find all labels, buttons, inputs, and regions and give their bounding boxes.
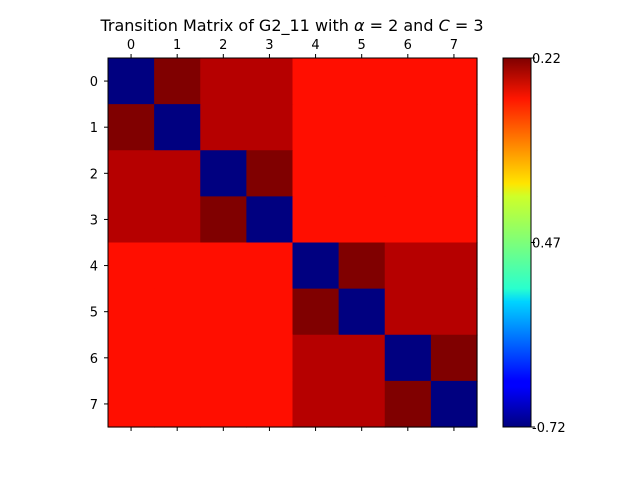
heatmap-cell: [338, 196, 386, 244]
heatmap-cell: [200, 242, 247, 290]
heatmap-cell: [338, 380, 386, 428]
heatmap-cell: [338, 242, 386, 290]
heatmap-cell: [246, 288, 294, 336]
heatmap-cell: [108, 196, 155, 244]
colorbar: [502, 57, 532, 428]
heatmap-cell: [246, 242, 294, 290]
heatmap-cell: [246, 196, 294, 244]
heatmap-cell: [384, 150, 432, 197]
heatmap-cell: [154, 380, 201, 428]
heatmap-cell: [246, 104, 294, 151]
x-tick-label: 0: [127, 38, 135, 53]
heatmap-cell: [384, 104, 432, 151]
colorbar-tick-label: 0.22: [532, 52, 561, 67]
heatmap-cell: [292, 288, 340, 336]
heatmap-cell: [430, 242, 478, 290]
heatmap-cell: [292, 150, 340, 197]
heatmap-cell: [384, 334, 432, 382]
heatmap-cell: [384, 242, 432, 290]
heatmap-cell: [154, 242, 201, 290]
heatmap-cell: [108, 58, 155, 105]
title-alpha-eq: = 2: [365, 16, 399, 35]
x-tick-label: 4: [311, 38, 319, 53]
heatmap-cell: [292, 242, 340, 290]
x-tick-label: 1: [173, 38, 181, 53]
heatmap-cell: [154, 334, 201, 382]
heatmap-cell: [200, 104, 247, 151]
heatmap-cell: [246, 380, 294, 428]
colorbar-tick-label: 0.47: [532, 237, 561, 252]
heatmap-cells: [108, 58, 478, 428]
y-tick-label: 7: [90, 398, 98, 413]
colorbar-ticks: 0.22 0.47 -0.72: [531, 52, 566, 436]
heatmap-cell: [384, 196, 432, 244]
heatmap-cell: [200, 288, 247, 336]
heatmap-cell: [246, 150, 294, 197]
y-tick-label: 5: [90, 306, 98, 321]
heatmap-cell: [384, 288, 432, 336]
x-tick-label: 5: [358, 38, 366, 53]
colorbar-tick-label: -0.72: [532, 421, 566, 436]
title-prefix: Transition Matrix of G2_11 with: [99, 16, 353, 36]
heatmap-cell: [108, 380, 155, 428]
heatmap-cell: [154, 150, 201, 197]
heatmap-cell: [384, 58, 432, 105]
heatmap-cell: [292, 380, 340, 428]
heatmap-cell: [338, 334, 386, 382]
heatmap-cell: [430, 150, 478, 197]
heatmap-cell: [246, 334, 294, 382]
x-axis-ticks: 0 1 2 3 4 5 6 7: [127, 38, 458, 431]
heatmap-cell: [292, 58, 340, 105]
y-axis-ticks: 0 1 2 3 4 5 6 7: [90, 75, 108, 413]
title-c-eq: = 3: [450, 16, 484, 35]
y-tick-label: 3: [90, 213, 98, 228]
y-tick-label: 1: [90, 121, 98, 136]
heatmap-cell: [200, 334, 247, 382]
heatmap-cell: [108, 288, 155, 336]
heatmap-cell: [200, 196, 247, 244]
heatmap-cell: [430, 104, 478, 151]
x-tick-label: 3: [265, 38, 273, 53]
heatmap-cell: [338, 58, 386, 105]
heatmap-cell: [246, 58, 294, 105]
y-tick-label: 0: [90, 75, 98, 90]
heatmap-cell: [292, 104, 340, 151]
heatmap-cell: [108, 334, 155, 382]
x-tick-label: 7: [450, 38, 458, 53]
heatmap-cell: [338, 104, 386, 151]
heatmap-cell: [430, 58, 478, 105]
heatmap-cell: [292, 334, 340, 382]
heatmap-cell: [200, 58, 247, 105]
heatmap-cell: [200, 150, 247, 197]
y-tick-label: 4: [90, 260, 98, 275]
chart-title: Transition Matrix of G2_11 with α = 2 an…: [99, 16, 483, 36]
title-alpha-symbol: α: [354, 16, 365, 35]
heatmap-cell: [338, 150, 386, 197]
heatmap-cell: [108, 242, 155, 290]
y-tick-label: 2: [90, 167, 98, 182]
title-c-symbol: C: [439, 16, 451, 35]
heatmap-cell: [430, 196, 478, 244]
heatmap-cell: [108, 150, 155, 197]
heatmap-cell: [384, 380, 432, 428]
heatmap-cell: [154, 58, 201, 105]
heatmap-cell: [430, 334, 478, 382]
x-tick-label: 6: [404, 38, 412, 53]
x-tick-label: 2: [219, 38, 227, 53]
title-and: and: [398, 16, 438, 35]
heatmap-cell: [292, 196, 340, 244]
heatmap-cell: [108, 104, 155, 151]
heatmap-cell: [430, 288, 478, 336]
heatmap-cell: [338, 288, 386, 336]
heatmap-cell: [430, 380, 478, 428]
heatmap-cell: [154, 104, 201, 151]
y-tick-label: 6: [90, 352, 98, 367]
heatmap-cell: [154, 288, 201, 336]
heatmap-cell: [200, 380, 247, 428]
heatmap-cell: [154, 196, 201, 244]
plot-frame: [107, 57, 478, 428]
